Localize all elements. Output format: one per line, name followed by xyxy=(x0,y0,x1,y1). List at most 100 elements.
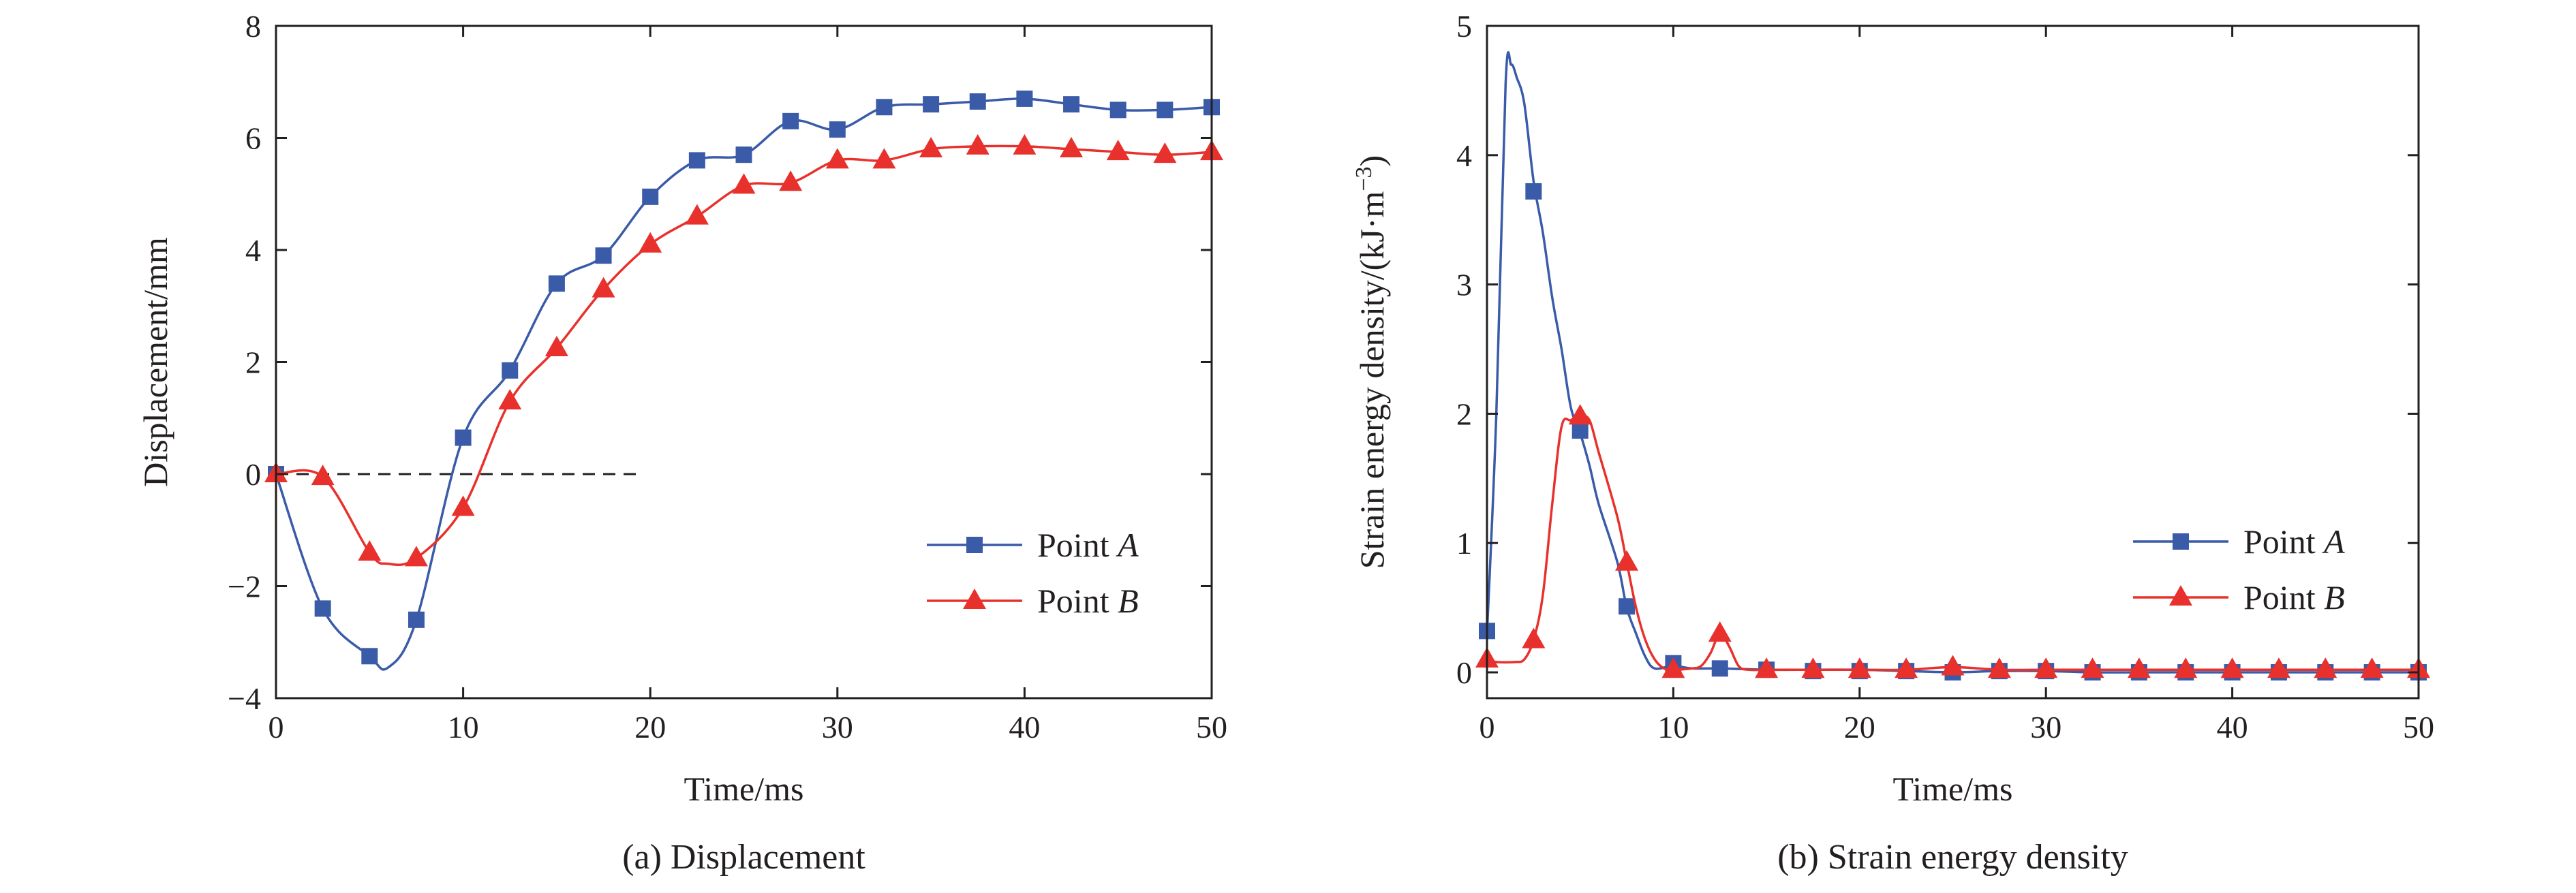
data-point-point-b xyxy=(358,540,382,561)
data-point-point-a xyxy=(502,362,519,379)
caption-b: (b) Strain energy density xyxy=(1777,838,2128,877)
data-point-point-a xyxy=(923,96,940,113)
data-point-point-a xyxy=(642,188,659,205)
data-point-point-a xyxy=(1016,90,1033,107)
axis-ticks-b: 0 10 20 30 40 50 0 1 2 3 4 5 xyxy=(1456,9,2434,745)
x-tick-label: 20 xyxy=(1844,710,1875,745)
data-point-point-a xyxy=(876,99,893,116)
legend-marker xyxy=(2169,585,2192,606)
legend-symbol-point-b xyxy=(2133,585,2228,606)
x-tick-label: 30 xyxy=(822,710,853,745)
data-point-point-a xyxy=(688,152,705,169)
data-point-point-b xyxy=(311,465,335,486)
data-point-point-b xyxy=(451,495,475,516)
legend-symbol-point-a xyxy=(927,537,1022,553)
x-tick-label: 40 xyxy=(1009,710,1040,745)
axes-frame-b xyxy=(1486,25,2420,700)
data-point-point-a xyxy=(1063,96,1080,113)
data-point-point-b xyxy=(1987,657,2011,678)
y-axis-label-b: Strain energy density/(kJ·m−3) xyxy=(1351,155,1392,569)
data-point-point-b xyxy=(404,546,428,567)
data-point-point-b xyxy=(1060,136,1084,157)
data-point-point-b xyxy=(498,389,522,410)
y-tick-label: 1 xyxy=(1456,526,1472,561)
series-line-point-a xyxy=(1486,51,2419,674)
legend-a: Point A Point B xyxy=(927,526,1139,620)
x-tick-label: 40 xyxy=(2217,710,2248,745)
data-point-point-b xyxy=(1661,657,1685,678)
legend-item-point-a: Point A xyxy=(2133,522,2345,561)
x-tick-label: 50 xyxy=(2403,710,2434,745)
data-point-point-a xyxy=(548,275,565,292)
data-point-point-b xyxy=(1755,657,1779,678)
legend-label-italic: B xyxy=(2324,578,2345,616)
legend-label-point-b: Point B xyxy=(1037,582,1139,620)
legend-item-point-b: Point B xyxy=(2133,578,2345,616)
legend-label-italic: A xyxy=(2322,522,2345,561)
data-point-point-a xyxy=(1571,422,1589,439)
y-tick-label: 2 xyxy=(1456,396,1472,431)
data-point-point-b xyxy=(2360,657,2384,678)
panel-a-displacement-chart: 0 10 20 30 40 50 −4 −2 0 2 4 6 8 Displacement/mm Tim… xyxy=(136,9,1227,877)
data-point-point-b xyxy=(1941,655,1965,676)
data-point-point-b xyxy=(2127,657,2151,678)
axis-ticks-a: 0 10 20 30 40 50 −4 −2 0 2 4 6 8 xyxy=(228,9,1227,745)
x-tick-label: 30 xyxy=(2030,710,2061,745)
y-tick-label: 8 xyxy=(245,9,261,44)
data-point-point-b xyxy=(1895,657,1918,678)
caption-a: (a) Displacement xyxy=(622,838,865,877)
y-tick-label: 6 xyxy=(245,121,261,156)
plot-area-a: 0 10 20 30 40 50 −4 −2 0 2 4 6 8 xyxy=(228,9,1227,745)
legend-label-point-a: Point A xyxy=(2243,522,2345,561)
legend-marker xyxy=(2173,533,2189,550)
data-point-point-b xyxy=(779,170,803,191)
x-tick-label: 20 xyxy=(634,710,666,745)
x-tick-label: 0 xyxy=(1479,710,1495,745)
data-point-point-a xyxy=(314,600,331,617)
data-point-point-a xyxy=(1525,183,1542,200)
data-point-point-a xyxy=(1109,101,1126,119)
data-point-point-a xyxy=(782,112,799,129)
legend-marker xyxy=(966,537,983,553)
y-tick-label: 3 xyxy=(1456,268,1472,302)
y-tick-label: −2 xyxy=(228,569,261,604)
data-point-point-a xyxy=(595,247,612,264)
data-point-point-b xyxy=(732,173,756,194)
legend-item-point-a: Point A xyxy=(927,526,1139,564)
data-point-point-b xyxy=(1847,657,1871,678)
legend-item-point-b: Point B xyxy=(927,582,1139,620)
data-point-point-a xyxy=(1619,598,1636,615)
series-line-point-b xyxy=(275,144,1212,566)
y-tick-label: 4 xyxy=(245,233,261,268)
x-tick-label: 10 xyxy=(448,710,479,745)
data-point-point-a xyxy=(969,93,986,110)
data-point-point-b xyxy=(1615,550,1639,571)
data-point-point-b xyxy=(966,134,990,155)
data-point-point-b xyxy=(545,335,568,356)
panel-b-strain-energy-chart: 0 10 20 30 40 50 0 1 2 3 4 5 Strain energy density/… xyxy=(1351,9,2435,877)
x-axis-label-a: Time/ms xyxy=(684,770,803,808)
data-point-point-b xyxy=(685,204,709,225)
y-tick-label: 4 xyxy=(1456,138,1472,173)
data-point-point-b xyxy=(1522,627,1546,648)
data-point-point-b xyxy=(1013,134,1037,155)
data-point-point-b xyxy=(1106,140,1130,161)
data-point-point-b xyxy=(1708,621,1732,642)
y-tick-label: 5 xyxy=(1456,9,1472,44)
data-point-point-b xyxy=(639,232,662,253)
y-tick-label: 0 xyxy=(1456,655,1472,690)
data-point-point-b xyxy=(825,148,849,169)
legend-label-point-a: Point A xyxy=(1037,526,1139,564)
x-tick-label: 10 xyxy=(1657,710,1689,745)
legend-label-prefix: Point xyxy=(1037,582,1118,620)
series-line-point-b xyxy=(1486,414,2419,672)
chart-marks-a xyxy=(264,90,1223,671)
data-point-point-b xyxy=(1801,657,1825,678)
y-axis-label-a: Displacement/mm xyxy=(136,237,174,487)
plot-area-b: 0 10 20 30 40 50 0 1 2 3 4 5 xyxy=(1456,9,2434,745)
data-point-point-b xyxy=(2081,657,2104,678)
legend-label-prefix: Point xyxy=(2243,522,2324,561)
data-point-point-b xyxy=(2314,657,2337,678)
x-tick-label: 50 xyxy=(1196,710,1227,745)
